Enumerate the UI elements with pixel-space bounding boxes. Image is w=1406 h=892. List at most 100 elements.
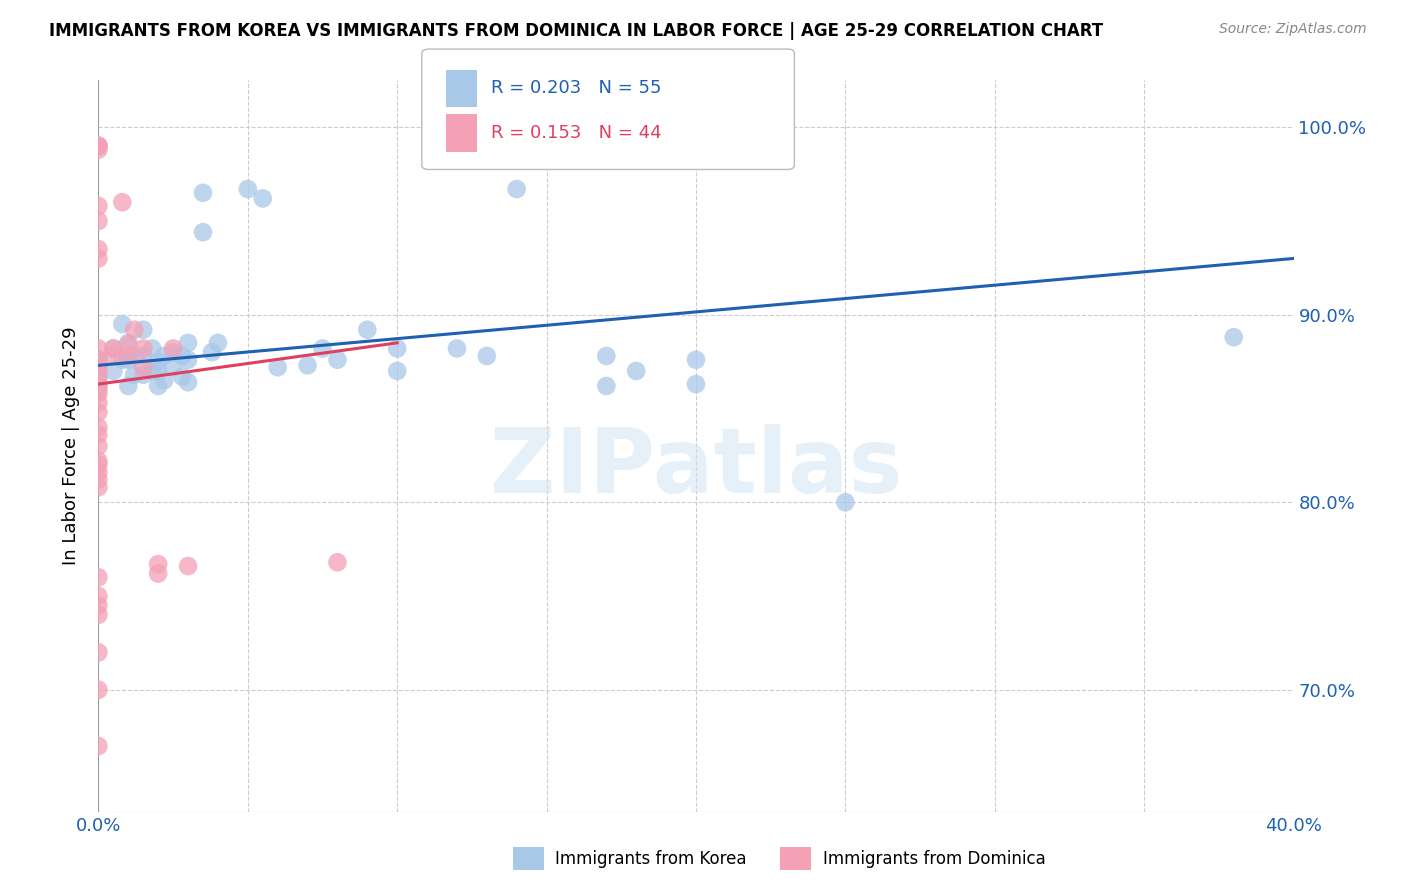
Point	[132, 323, 155, 337]
Point	[153, 373, 176, 387]
Point	[148, 566, 170, 581]
Point	[87, 386, 110, 401]
Point	[124, 368, 146, 382]
Point	[172, 369, 194, 384]
Point	[87, 645, 110, 659]
Point	[177, 559, 200, 574]
Point	[87, 465, 110, 479]
Point	[87, 682, 110, 697]
Point	[252, 191, 274, 205]
Point	[87, 480, 110, 494]
Point	[191, 186, 214, 200]
Point	[87, 371, 110, 385]
Point	[87, 368, 110, 382]
Point	[177, 376, 200, 390]
Point	[446, 342, 468, 356]
Point	[87, 420, 110, 434]
Point	[595, 349, 617, 363]
Point	[87, 139, 110, 153]
Point	[87, 252, 110, 266]
Point	[87, 214, 110, 228]
Point	[117, 352, 139, 367]
Point	[148, 379, 170, 393]
Point	[177, 335, 200, 350]
Point	[177, 352, 200, 367]
Point	[124, 349, 146, 363]
Point	[87, 364, 110, 378]
Point	[685, 377, 707, 392]
Point	[685, 352, 707, 367]
Point	[191, 225, 214, 239]
Point	[132, 349, 155, 363]
Point	[141, 364, 163, 378]
Point	[87, 242, 110, 256]
Point	[626, 364, 648, 378]
Point	[87, 589, 110, 603]
Point	[117, 349, 139, 363]
Text: IMMIGRANTS FROM KOREA VS IMMIGRANTS FROM DOMINICA IN LABOR FORCE | AGE 25-29 COR: IMMIGRANTS FROM KOREA VS IMMIGRANTS FROM…	[49, 22, 1104, 40]
Text: R = 0.203   N = 55: R = 0.203 N = 55	[491, 79, 661, 97]
Text: ZIPatlas: ZIPatlas	[489, 424, 903, 512]
Point	[87, 473, 110, 487]
Point	[87, 599, 110, 613]
Point	[475, 349, 498, 363]
Point	[87, 439, 110, 453]
Point	[132, 342, 155, 356]
Point	[87, 607, 110, 622]
Point	[153, 349, 176, 363]
Point	[117, 379, 139, 393]
Point	[87, 360, 110, 375]
Point	[148, 364, 170, 378]
Point	[326, 555, 349, 569]
Point	[1223, 330, 1246, 344]
Point	[87, 139, 110, 153]
Point	[595, 379, 617, 393]
Point	[87, 139, 110, 153]
Text: Immigrants from Korea: Immigrants from Korea	[555, 849, 747, 868]
Point	[385, 342, 409, 356]
Point	[87, 379, 110, 393]
Text: Immigrants from Dominica: Immigrants from Dominica	[823, 849, 1045, 868]
Point	[87, 143, 110, 157]
Text: R = 0.153   N = 44: R = 0.153 N = 44	[491, 124, 661, 142]
Point	[132, 360, 155, 375]
Point	[111, 352, 134, 367]
Point	[87, 352, 110, 367]
Point	[87, 342, 110, 356]
Point	[162, 342, 184, 356]
Point	[87, 739, 110, 753]
Point	[162, 360, 184, 375]
Point	[87, 458, 110, 472]
Point	[87, 427, 110, 442]
Point	[87, 352, 110, 367]
Point	[111, 195, 134, 210]
Point	[236, 182, 259, 196]
Point	[87, 359, 110, 373]
Point	[103, 349, 125, 363]
Point	[297, 359, 319, 373]
Point	[87, 405, 110, 419]
Point	[148, 557, 170, 571]
Point	[111, 317, 134, 331]
Point	[311, 342, 333, 356]
Point	[385, 364, 409, 378]
Point	[117, 337, 139, 351]
Point	[326, 352, 349, 367]
Y-axis label: In Labor Force | Age 25-29: In Labor Force | Age 25-29	[62, 326, 80, 566]
Point	[172, 349, 194, 363]
Text: Source: ZipAtlas.com: Source: ZipAtlas.com	[1219, 22, 1367, 37]
Point	[148, 354, 170, 368]
Point	[834, 495, 856, 509]
Point	[87, 199, 110, 213]
Point	[87, 383, 110, 397]
Point	[103, 342, 125, 356]
Point	[201, 345, 224, 359]
Point	[87, 570, 110, 584]
Point	[132, 368, 155, 382]
Point	[117, 335, 139, 350]
Point	[207, 335, 229, 350]
Point	[103, 364, 125, 378]
Point	[87, 377, 110, 392]
Point	[124, 323, 146, 337]
Point	[267, 360, 290, 375]
